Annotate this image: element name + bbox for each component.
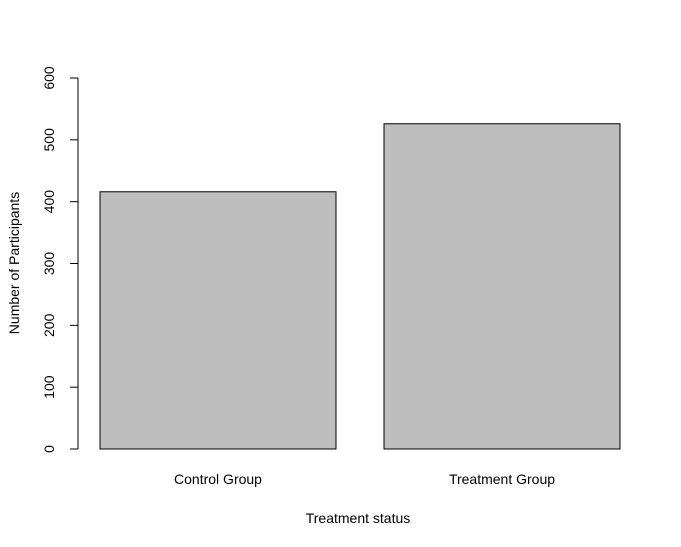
x-category-label: Control Group — [174, 471, 262, 487]
y-tick-label: 0 — [41, 445, 57, 453]
y-tick-label: 100 — [41, 375, 57, 399]
bar-treatment-group — [383, 123, 621, 450]
y-axis-label: Number of Participants — [6, 192, 22, 334]
y-tick-label: 400 — [41, 190, 57, 214]
y-axis: 0 100 200 300 400 500 600 — [41, 66, 79, 453]
y-tick-label: 500 — [41, 128, 57, 152]
x-category-label: Treatment Group — [449, 471, 555, 487]
y-tick-label: 600 — [41, 66, 57, 90]
y-tick-label: 200 — [41, 313, 57, 337]
x-axis-label: Treatment status — [306, 510, 411, 526]
bars — [99, 123, 621, 450]
bar-control-group — [99, 191, 337, 450]
x-category-labels: Control Group Treatment Group — [174, 471, 555, 487]
y-tick-label: 300 — [41, 252, 57, 276]
